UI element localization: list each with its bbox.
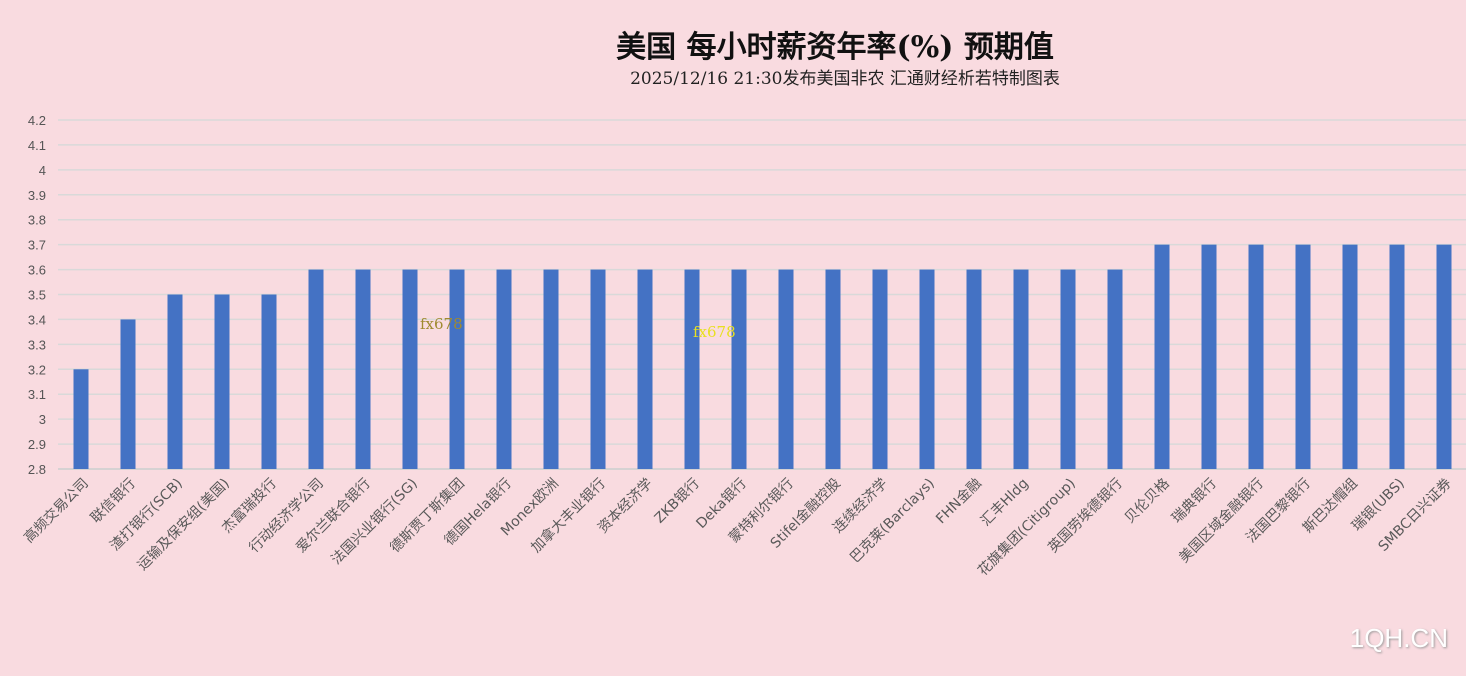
y-tick-label: 3.1 [28,387,46,402]
chart-subtitle: 2025/12/16 21:30发布美国非农 汇通财经析若特制图表 [630,69,1060,89]
bar [1295,244,1311,469]
bar [543,269,559,469]
bar [1107,269,1123,469]
y-tick-label: 2.8 [28,462,46,477]
x-tick-label: 法国兴业银行(SG) [328,476,420,568]
y-tick-label: 4.2 [28,113,46,128]
bar [684,269,700,469]
bar [308,269,324,469]
bar [966,269,982,469]
bar [261,294,277,469]
y-tick-label: 4.1 [28,138,46,153]
bar [1248,244,1264,469]
y-tick-label: 2.9 [28,437,46,452]
x-tick-label: 高频交易公司 [20,475,91,546]
bar [73,369,89,469]
x-tick-label: 贝伦贝格 [1122,476,1173,527]
watermark-site: 1QH.CN [1349,623,1448,653]
bar [167,294,183,469]
bar [731,269,747,469]
bar [1436,244,1452,469]
y-tick-label: 3.4 [28,312,46,327]
bar [872,269,888,469]
x-tick-label: 巴克莱(Barclays) [847,476,938,567]
y-tick-label: 3.8 [28,213,46,228]
x-tick-label: FHN金融 [933,476,985,528]
watermark-fx678: fx678 [693,323,736,341]
bar [1342,244,1358,469]
bar [778,269,794,469]
y-tick-label: 3.5 [28,288,46,303]
bar [825,269,841,469]
bar [1389,244,1405,469]
y-tick-label: 3.7 [28,238,46,253]
bar [214,294,230,469]
y-tick-label: 3 [39,412,46,427]
y-tick-label: 3.9 [28,188,46,203]
bar [1060,269,1076,469]
bar [496,269,512,469]
watermark-fx678: fx678 [420,315,463,333]
chart-title: 美国 每小时薪资年率(%) 预期值 [616,30,1054,65]
bar [402,269,418,469]
bar [1013,269,1029,469]
bar [1154,244,1170,469]
y-tick-label: 3.3 [28,337,46,352]
y-tick-label: 4 [39,163,46,178]
bar [355,269,371,469]
bar [590,269,606,469]
bar [120,319,136,469]
y-tick-label: 3.6 [28,263,46,278]
bar [637,269,653,469]
x-tick-label: 美国区域金融银行 [1176,476,1267,567]
bar [449,269,465,469]
bar [919,269,935,469]
bar [1201,244,1217,469]
y-tick-label: 3.2 [28,362,46,377]
